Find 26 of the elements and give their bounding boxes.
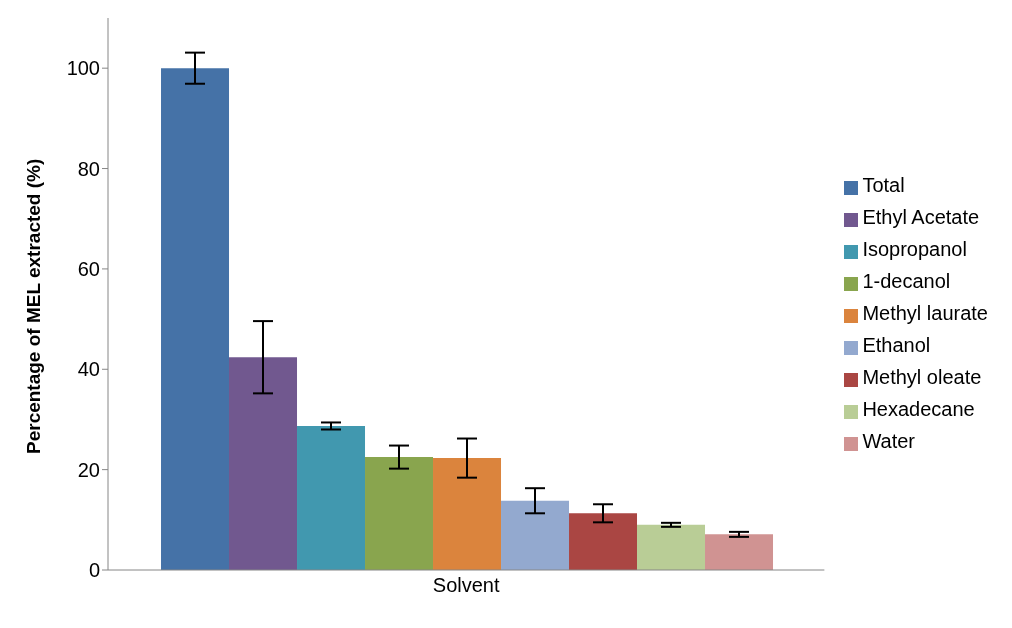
- bar: [705, 534, 774, 570]
- y-axis-title: Percentage of MEL extracted (%): [22, 158, 44, 454]
- legend-label: Isopropanol: [862, 238, 967, 260]
- legend-label: Ethyl Acetate: [862, 206, 980, 228]
- legend-label: Water: [862, 430, 915, 452]
- legend-label: 1-decanol: [862, 270, 951, 292]
- bar: [161, 68, 230, 570]
- legend-label: Methyl oleate: [862, 366, 982, 388]
- bar: [569, 513, 638, 570]
- y-tick-label: 0: [88, 559, 100, 582]
- legend-label: Total: [862, 174, 905, 196]
- y-tick-label: 60: [77, 258, 100, 281]
- bar: [297, 425, 366, 570]
- y-tick-label: 20: [77, 458, 100, 481]
- bar: [501, 500, 570, 570]
- legend-label: Hexadecane: [862, 398, 975, 420]
- y-tick-label: 100: [66, 57, 100, 80]
- y-tick-label: 80: [77, 157, 100, 180]
- y-tick-label: 40: [77, 358, 100, 381]
- x-tick-label: Solvent: [432, 574, 500, 597]
- bar: [433, 458, 502, 570]
- bar: [637, 524, 706, 570]
- bar: [229, 357, 298, 570]
- legend-label: Ethanol: [862, 334, 931, 356]
- bar: [365, 457, 434, 570]
- legend-label: Methyl laurate: [862, 302, 988, 324]
